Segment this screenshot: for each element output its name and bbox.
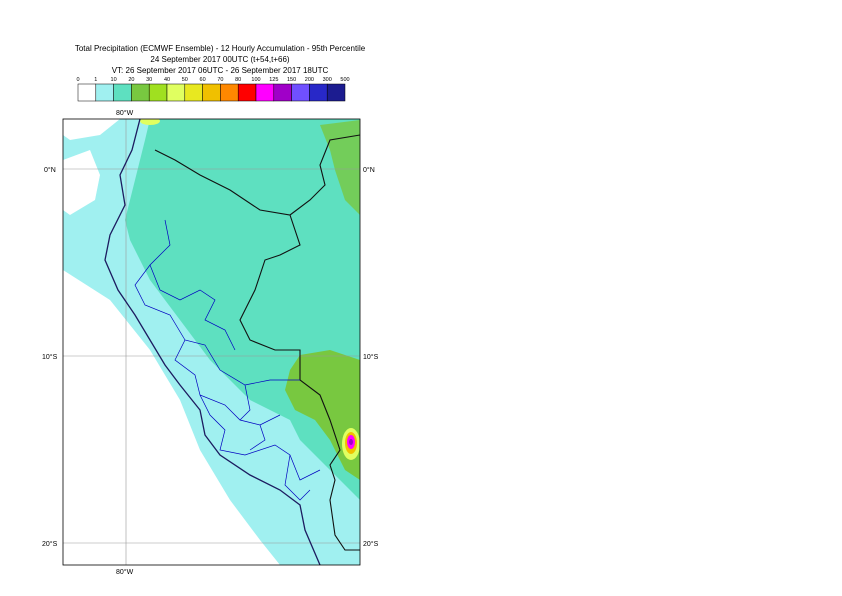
legend-swatch (326, 83, 346, 102)
legend-level-label: 60 (200, 77, 206, 83)
clear-area-west (63, 150, 100, 215)
rain-cell-center (349, 439, 353, 445)
legend-level-label: 80 (235, 77, 241, 83)
legend-level-label: 300 (323, 77, 332, 83)
color-legend: 0 1 10 20 30 40 50 60 70 80 100 125 150 200 300 500 (76, 77, 350, 102)
coastline (104, 119, 321, 565)
lon-label-bottom: 80°W (116, 568, 134, 576)
heavy-rain-area-north (320, 120, 360, 215)
clear-area-southwest (63, 270, 280, 565)
legend-level-label: 100 (251, 77, 260, 83)
legend-level-label: 70 (217, 77, 223, 83)
legend-level-label: 500 (340, 77, 349, 83)
lat-label-20-left: 20°S (42, 540, 58, 548)
clear-area-northwest (63, 119, 120, 140)
lat-label-10-right: 10°S (363, 353, 379, 361)
legend-level-label: 40 (164, 77, 170, 83)
legend-level-label: 10 (111, 77, 117, 83)
lat-label-0-left: 0°N (44, 166, 56, 174)
legend-level-label: 200 (305, 77, 314, 83)
regional-boundaries (134, 219, 321, 501)
rain-cell-north (140, 119, 160, 125)
lat-label-10-left: 10°S (42, 353, 58, 361)
lon-label-top: 80°W (116, 109, 134, 117)
run-time-label: 24 September 2017 00UTC (t+54,t+66) (150, 55, 290, 64)
legend-level-label: 30 (146, 77, 152, 83)
chart-title: Total Precipitation (ECMWF Ensemble) - 1… (74, 44, 366, 53)
legend-level-label: 50 (182, 77, 188, 83)
legend-level-label: 125 (269, 77, 278, 83)
lat-label-20-right: 20°S (363, 540, 379, 548)
lat-label-0-right: 0°N (363, 166, 375, 174)
legend-level-label: 1 (94, 77, 97, 83)
legend-level-label: 150 (287, 77, 296, 83)
legend-level-label: 20 (128, 77, 134, 83)
legend-level-label: 0 (76, 77, 79, 83)
valid-time-label: VT: 26 September 2017 06UTC - 26 Septemb… (111, 66, 329, 75)
map-frame (62, 118, 361, 566)
